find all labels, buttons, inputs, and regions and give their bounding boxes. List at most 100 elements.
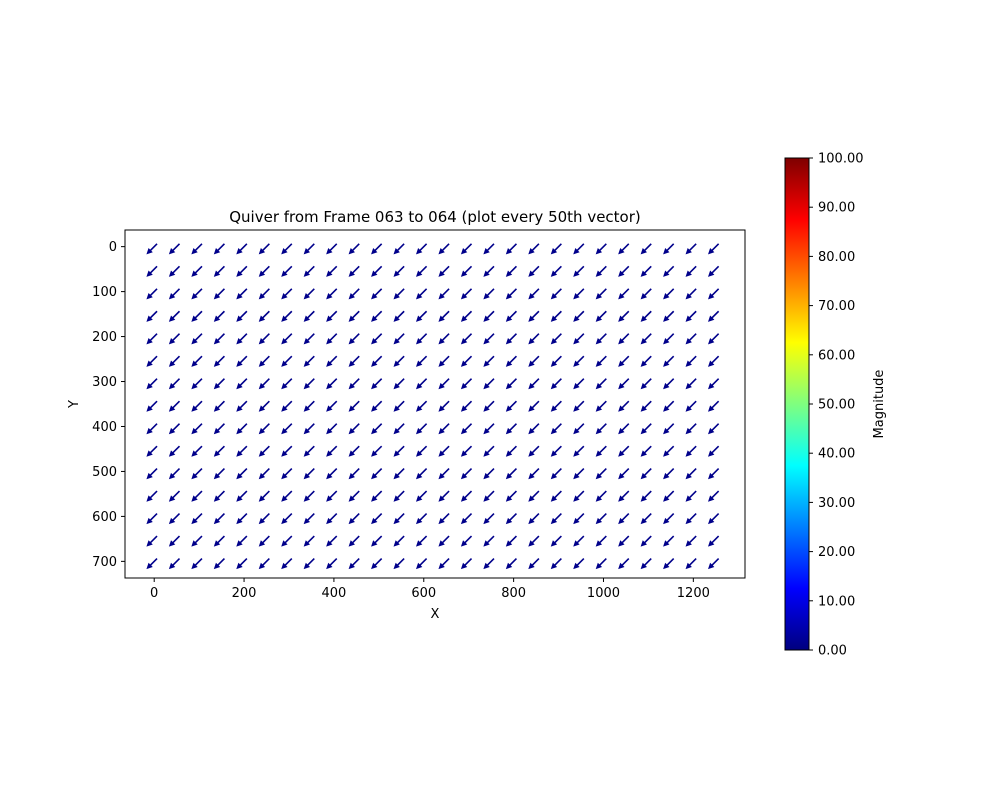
quiver-arrow	[685, 468, 697, 480]
quiver-arrow	[505, 400, 518, 412]
quiver-arrow	[460, 333, 473, 345]
quiver-arrow	[483, 355, 495, 367]
quiver-arrow	[191, 378, 203, 390]
quiver-arrow	[191, 445, 203, 457]
quiver-arrow	[371, 243, 383, 255]
quiver-arrow	[348, 265, 360, 277]
quiver-arrow	[528, 535, 540, 547]
quiver-arrow	[191, 288, 203, 300]
colorbar-tick-label: 0.00	[818, 644, 847, 659]
quiver-arrow	[326, 445, 338, 457]
quiver-arrow	[393, 400, 405, 412]
quiver-arrow	[281, 557, 293, 570]
quiver-arrow	[258, 423, 270, 435]
quiver-arrow	[258, 288, 270, 300]
quiver-arrow	[483, 468, 495, 480]
quiver-arrow	[168, 400, 181, 412]
quiver-arrow	[438, 468, 450, 480]
quiver-arrow	[663, 445, 675, 457]
quiver-arrow	[595, 445, 607, 457]
quiver-arrow	[371, 423, 383, 435]
quiver-arrow	[438, 333, 450, 345]
x-tick-label: 600	[411, 586, 436, 601]
quiver-arrow	[236, 310, 248, 322]
quiver-arrow	[213, 535, 225, 547]
arrow-layer	[146, 243, 720, 570]
quiver-arrow	[348, 535, 360, 547]
quiver-arrow	[505, 513, 518, 525]
quiver-arrow	[258, 535, 270, 547]
quiver-arrow	[371, 288, 383, 300]
quiver-arrow	[528, 423, 540, 435]
quiver-arrow	[663, 265, 675, 277]
quiver-arrow	[573, 288, 585, 300]
colorbar-tick-label: 90.00	[818, 201, 855, 216]
quiver-arrow	[618, 490, 630, 502]
quiver-arrow	[168, 557, 181, 570]
quiver-arrow	[146, 243, 158, 255]
quiver-arrow	[438, 378, 450, 390]
quiver-arrow	[303, 265, 315, 277]
quiver-arrow	[685, 355, 697, 367]
quiver-arrow	[281, 310, 293, 322]
quiver-arrow	[483, 265, 495, 277]
quiver-arrow	[168, 490, 181, 502]
quiver-arrow	[146, 513, 158, 525]
quiver-arrow	[415, 423, 428, 435]
quiver-arrow	[505, 423, 518, 435]
y-axis-label: Y	[67, 400, 82, 409]
quiver-arrow	[595, 468, 607, 480]
quiver-arrow	[640, 243, 652, 255]
quiver-arrow	[213, 400, 225, 412]
quiver-arrow	[528, 333, 540, 345]
quiver-arrow	[460, 400, 473, 412]
quiver-arrow	[258, 378, 270, 390]
quiver-arrow	[191, 243, 203, 255]
quiver-arrow	[258, 490, 270, 502]
quiver-arrow	[663, 355, 675, 367]
quiver-arrow	[393, 535, 405, 547]
colorbar-tick-label: 20.00	[818, 545, 855, 560]
quiver-arrow	[415, 333, 428, 345]
y-tick-label: 0	[109, 240, 117, 255]
quiver-arrow	[348, 513, 360, 525]
quiver-arrow	[281, 333, 293, 345]
quiver-arrow	[393, 513, 405, 525]
quiver-arrow	[550, 423, 562, 435]
quiver-arrow	[528, 243, 540, 255]
y-tick-label: 300	[92, 375, 117, 390]
quiver-arrow	[618, 310, 630, 322]
quiver-arrow	[483, 310, 495, 322]
quiver-arrow	[393, 355, 405, 367]
x-tick-label: 200	[232, 586, 257, 601]
quiver-arrow	[640, 513, 652, 525]
quiver-arrow	[483, 400, 495, 412]
quiver-arrow	[258, 468, 270, 480]
quiver-arrow	[573, 355, 585, 367]
quiver-arrow	[640, 423, 652, 435]
quiver-arrow	[168, 310, 181, 322]
quiver-arrow	[303, 333, 315, 345]
quiver-arrow	[213, 288, 225, 300]
quiver-arrow	[348, 333, 360, 345]
quiver-arrow	[326, 378, 338, 390]
quiver-arrow	[393, 288, 405, 300]
quiver-arrow	[415, 243, 428, 255]
quiver-arrow	[146, 535, 158, 547]
quiver-arrow	[483, 423, 495, 435]
quiver-arrow	[393, 333, 405, 345]
quiver-arrow	[595, 400, 607, 412]
quiver-arrow	[415, 490, 428, 502]
quiver-arrow	[258, 355, 270, 367]
quiver-arrow	[483, 243, 495, 255]
quiver-arrow	[528, 400, 540, 412]
x-tick-label: 1000	[587, 586, 620, 601]
quiver-arrow	[236, 400, 248, 412]
quiver-arrow	[213, 378, 225, 390]
quiver-arrow	[281, 243, 293, 255]
quiver-arrow	[146, 490, 158, 502]
quiver-arrow	[371, 490, 383, 502]
quiver-arrow	[213, 310, 225, 322]
quiver-arrow	[550, 535, 562, 547]
quiver-arrow	[348, 557, 360, 570]
